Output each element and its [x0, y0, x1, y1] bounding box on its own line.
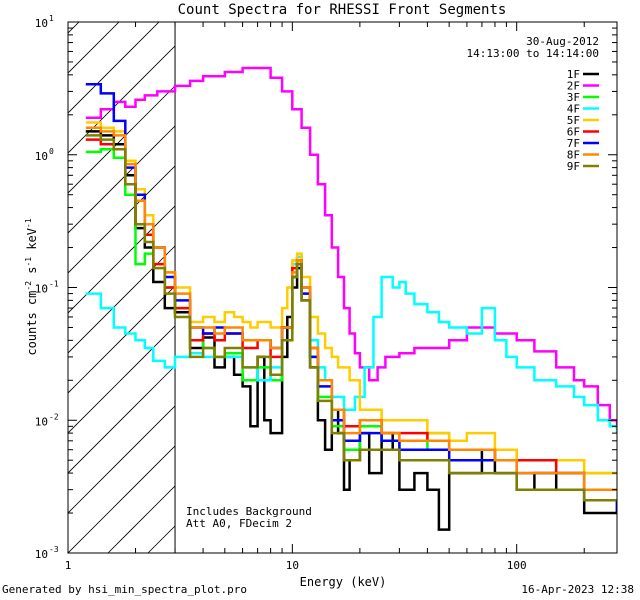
y-label-exp3: -1 [24, 218, 33, 228]
x-tick-label: 10 [286, 559, 299, 572]
y-label-mid: s [25, 267, 39, 281]
series-group [85, 66, 617, 531]
annotation-time-range: 14:13:00 to 14:14:00 [467, 47, 599, 60]
annotation-background: Includes Background [186, 505, 312, 518]
footer-generated: Generated by hsi_min_spectra_plot.pro [2, 583, 248, 596]
x-tick-label: 100 [507, 559, 527, 572]
y-tick-exponent: -3 [49, 545, 59, 554]
y-tick-exponent: 1 [49, 14, 54, 23]
y-label-base: counts cm [25, 291, 39, 356]
chart-title: Count Spectra for RHESSI Front Segments [178, 2, 507, 18]
y-tick-label: 10 [35, 283, 48, 296]
y-label-exp2: -1 [24, 257, 33, 267]
legend-label-3F: 3F [567, 91, 580, 104]
y-axis-label: counts cm-2 s-1 keV-1 [24, 218, 39, 355]
y-tick-exponent: -2 [49, 412, 59, 421]
x-tick-label: 1 [65, 559, 72, 572]
y-label-end: keV [25, 228, 39, 257]
y-label-exp1: -2 [24, 281, 33, 291]
annotation-attenuator: Att A0, FDecim 2 [186, 517, 292, 530]
y-tick-exponent: 0 [49, 147, 54, 156]
x-axis-label: Energy (keV) [300, 575, 387, 589]
y-tick-label: 10 [35, 17, 48, 30]
series-line-9F [85, 134, 617, 502]
y-tick-label: 10 [35, 548, 48, 561]
legend-label-5F: 5F [567, 114, 580, 127]
legend-label-2F: 2F [567, 80, 580, 93]
legend-label-1F: 1F [567, 68, 580, 81]
legend-label-4F: 4F [567, 103, 580, 116]
annotation-date: 30-Aug-2012 [526, 35, 599, 48]
legend-label-8F: 8F [567, 149, 580, 162]
legend-label-6F: 6F [567, 126, 580, 139]
hatch-line [68, 22, 200, 154]
axis-ticks [67, 22, 617, 554]
hatch-line [68, 22, 120, 74]
y-tick-exponent: -1 [49, 280, 59, 289]
legend-label-9F: 9F [567, 160, 580, 173]
hatch-line [68, 22, 80, 34]
series-line-2F [85, 66, 617, 427]
legend-label-7F: 7F [567, 137, 580, 150]
footer-date: 16-Apr-2023 12:38 [521, 583, 634, 596]
series-line-4F [85, 255, 617, 434]
y-tick-label: 10 [35, 415, 48, 428]
hatch-line [68, 22, 160, 114]
y-tick-label: 10 [35, 150, 48, 163]
